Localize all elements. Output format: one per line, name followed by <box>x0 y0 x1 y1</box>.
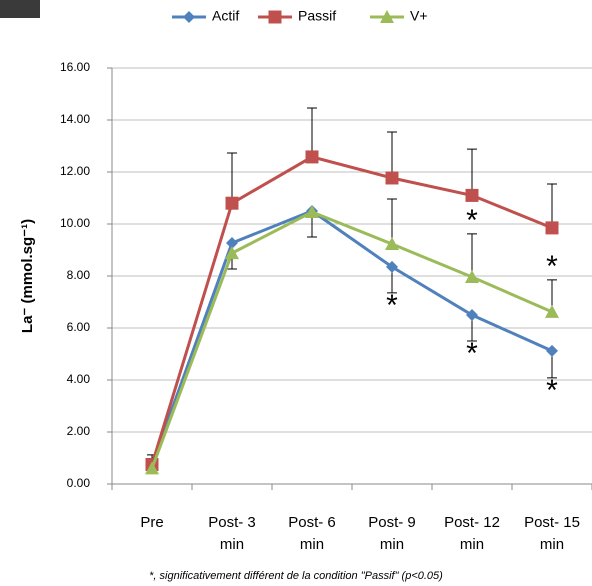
y-tick-label: 14.00 <box>60 112 90 126</box>
marker <box>305 150 319 164</box>
significance-mark: * <box>386 289 398 322</box>
error-bar <box>547 183 557 228</box>
legend-label: Actif <box>212 8 239 24</box>
marker <box>465 188 479 202</box>
series <box>146 205 558 471</box>
x-tick-label: Post- 3 min <box>208 514 256 553</box>
legend-label: V+ <box>410 8 428 24</box>
marker <box>225 196 239 210</box>
x-tick-label: Post- 12 min <box>444 514 500 553</box>
series-line <box>150 209 553 466</box>
error-bar <box>387 131 397 178</box>
x-tick-label: Post- 6 min <box>288 514 336 553</box>
series <box>145 205 559 475</box>
legend-label: Passif <box>298 8 336 24</box>
error-bar <box>467 148 477 196</box>
marker <box>380 10 394 23</box>
x-tick-label: Pre <box>140 514 164 531</box>
marker <box>225 246 239 260</box>
y-tick-label: 4.00 <box>67 372 91 386</box>
marker <box>545 221 559 235</box>
error-bar <box>467 233 477 278</box>
significance-mark: * <box>466 337 478 370</box>
x-tick-label: Post- 9 min <box>368 514 416 553</box>
y-tick-label: 10.00 <box>60 216 90 230</box>
significance-mark: * <box>466 204 478 237</box>
marker <box>226 236 238 249</box>
significance-mark: * <box>546 250 558 283</box>
error-bar <box>227 152 237 204</box>
y-tick-label: 8.00 <box>67 268 91 282</box>
marker <box>545 304 559 318</box>
marker <box>466 309 478 321</box>
marker <box>385 237 399 251</box>
marker <box>305 205 319 219</box>
marker <box>145 461 159 475</box>
marker <box>183 11 195 23</box>
y-tick-label: 0.00 <box>67 476 91 490</box>
error-bar <box>387 198 397 245</box>
series-line <box>150 155 553 465</box>
significance-mark: * <box>546 374 558 407</box>
marker <box>385 171 399 185</box>
footnote: *, significativement différent de la con… <box>149 570 443 582</box>
series-line <box>150 210 553 469</box>
y-tick-label: 12.00 <box>60 164 90 178</box>
y-tick-label: 16.00 <box>60 60 90 74</box>
y-tick-label: 2.00 <box>67 424 91 438</box>
y-axis-title: La⁻ (mmol.sg⁻¹) <box>19 219 36 333</box>
image-fragment <box>0 0 40 18</box>
marker <box>546 344 558 357</box>
x-tick-label: Post- 15 min <box>524 514 580 553</box>
y-tick-label: 6.00 <box>67 320 91 334</box>
marker <box>386 260 398 273</box>
error-bar <box>307 107 317 157</box>
marker <box>465 270 479 284</box>
marker <box>268 10 282 24</box>
